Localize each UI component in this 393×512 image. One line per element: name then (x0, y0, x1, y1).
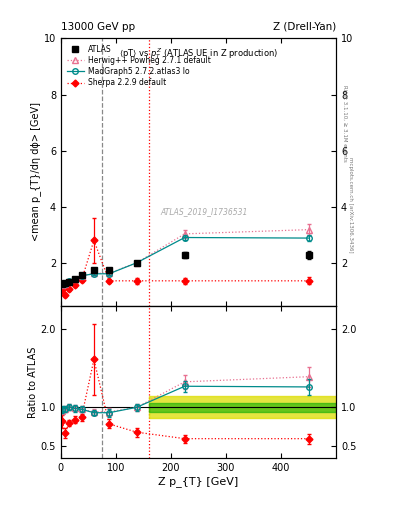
Legend: ATLAS, Herwig++ Powheg 2.7.1 default, MadGraph5 2.7.2.atlas3 lo, Sherpa 2.2.9 de: ATLAS, Herwig++ Powheg 2.7.1 default, Ma… (65, 42, 213, 90)
Text: Z (Drell-Yan): Z (Drell-Yan) (273, 22, 336, 32)
Bar (149, 402, 336, 412)
Y-axis label: <mean p_{T}/dη dϕ> [GeV]: <mean p_{T}/dη dϕ> [GeV] (30, 102, 41, 242)
Text: Rivet 3.1.10, ≥ 3.1M events: Rivet 3.1.10, ≥ 3.1M events (342, 84, 347, 161)
Bar (149, 396, 336, 418)
Text: $\langle$pT$\rangle$ vs $p_T^Z$ (ATLAS UE in Z production): $\langle$pT$\rangle$ vs $p_T^Z$ (ATLAS U… (119, 47, 278, 61)
Text: ATLAS_2019_I1736531: ATLAS_2019_I1736531 (160, 207, 248, 217)
Y-axis label: Ratio to ATLAS: Ratio to ATLAS (28, 346, 38, 418)
Text: mcplots.cern.ch [arXiv:1306.3436]: mcplots.cern.ch [arXiv:1306.3436] (348, 157, 353, 252)
Text: 13000 GeV pp: 13000 GeV pp (61, 22, 135, 32)
X-axis label: Z p_{T} [GeV]: Z p_{T} [GeV] (158, 476, 239, 487)
